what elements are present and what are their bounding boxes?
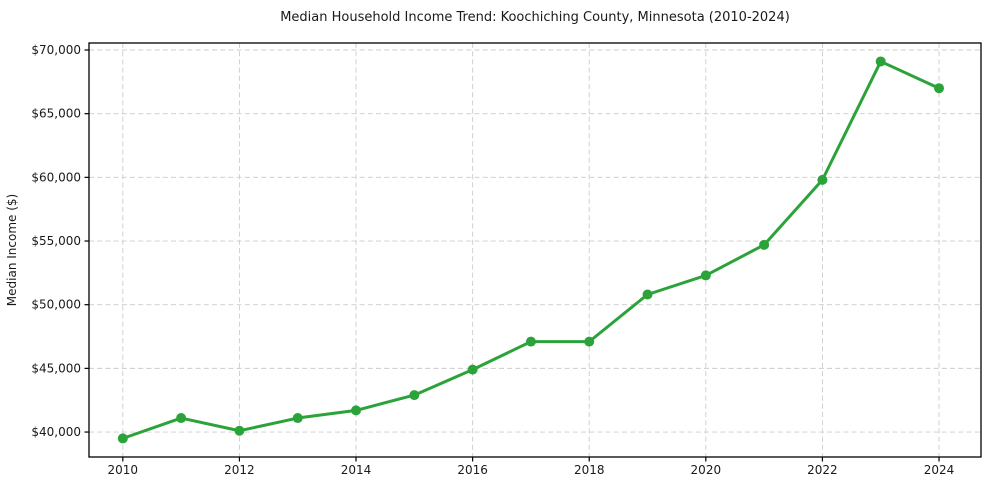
data-point-2019: [642, 289, 653, 300]
trend-line: [121, 59, 941, 440]
data-point-2022: [817, 174, 828, 185]
y-tick-label: $40,000: [31, 425, 81, 439]
data-point-2011: [176, 413, 187, 424]
chart-title: Median Household Income Trend: Koochichi…: [280, 10, 790, 25]
data-point-2017: [525, 336, 536, 347]
data-point-2021: [759, 239, 770, 250]
data-point-2023: [875, 56, 886, 67]
plot-area: $40,000 $45,000 $50,000 $55,000 $60,000 $65,0…: [31, 42, 982, 477]
x-tick-label: 2016: [457, 463, 488, 477]
x-tick-label: 2010: [108, 463, 139, 477]
y-tick-label: $50,000: [31, 298, 81, 312]
data-point-2012: [234, 425, 245, 436]
x-tick-label: 2018: [574, 463, 605, 477]
data-point-2024: [934, 83, 945, 94]
data-point-2018: [584, 336, 595, 347]
y-tick-label: $65,000: [31, 107, 81, 121]
data-point-2010: [117, 433, 128, 444]
plot-border: [88, 42, 982, 458]
data-point-2013: [292, 413, 303, 424]
x-tick-label: 2012: [224, 463, 255, 477]
data-point-2014: [351, 405, 362, 416]
x-tick-label: 2022: [807, 463, 838, 477]
x-tick-label: 2014: [341, 463, 372, 477]
y-tick-label: $70,000: [31, 43, 81, 57]
data-point-2015: [409, 390, 420, 401]
y-tick-label: $55,000: [31, 234, 81, 248]
data-point-2016: [467, 364, 478, 375]
data-point-2020: [700, 270, 711, 281]
y-axis-label: Median Income ($): [5, 194, 19, 306]
x-tick-label: 2024: [924, 463, 955, 477]
y-tick-label: $60,000: [31, 170, 81, 184]
y-tick-label: $45,000: [31, 361, 81, 375]
x-tick-label: 2020: [691, 463, 722, 477]
